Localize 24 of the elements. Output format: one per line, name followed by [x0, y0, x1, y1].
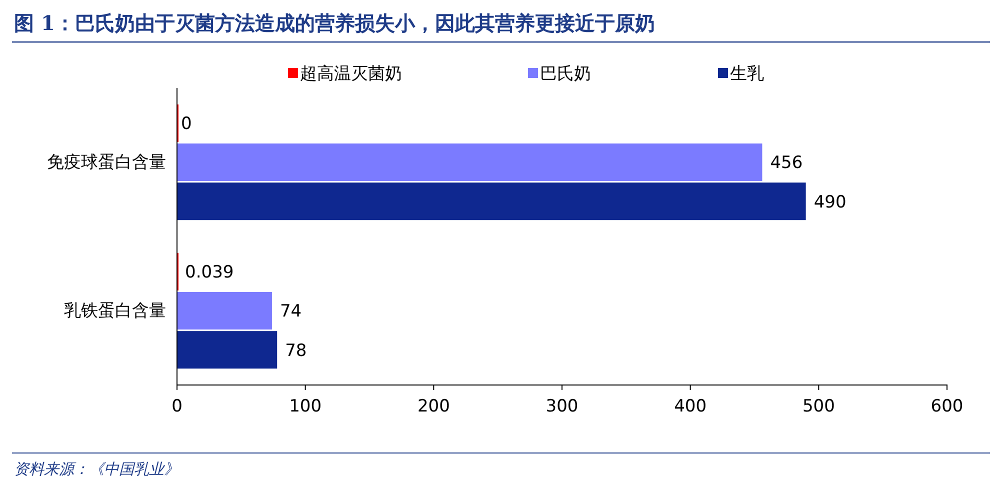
bar [177, 182, 806, 220]
x-tick-label: 200 [417, 396, 450, 417]
x-tick-label: 600 [930, 396, 964, 417]
x-tick-label: 100 [289, 396, 322, 417]
data-label: 78 [285, 340, 307, 361]
y-tick-label: 免疫球蛋白含量 [47, 152, 166, 173]
text: 资料来源：《中国乳业》 [14, 460, 179, 478]
x-tick-label: 500 [802, 396, 835, 417]
x-tick-label: 300 [546, 396, 578, 417]
data-label: 74 [280, 302, 302, 322]
x-tick-label: 400 [674, 396, 707, 417]
data-label: 456 [770, 153, 803, 174]
data-label: 0.039 [185, 262, 234, 283]
bar [177, 331, 278, 369]
legend-label: 超高温灭菌奶 [300, 64, 402, 84]
chart-title: 图 1：巴氏奶由于灭菌方法造成的营养损失小，因此其营养更接近于原奶 [14, 11, 655, 35]
bar [177, 292, 272, 330]
legend-label: 巴氏奶 [540, 64, 591, 84]
y-tick-label: 乳铁蛋白含量 [64, 301, 166, 322]
data-label: 0 [181, 114, 192, 134]
legend-label: 生乳 [730, 64, 764, 84]
bar [177, 143, 762, 182]
data-label: 490 [814, 192, 846, 212]
x-tick-label: 0 [172, 396, 182, 417]
